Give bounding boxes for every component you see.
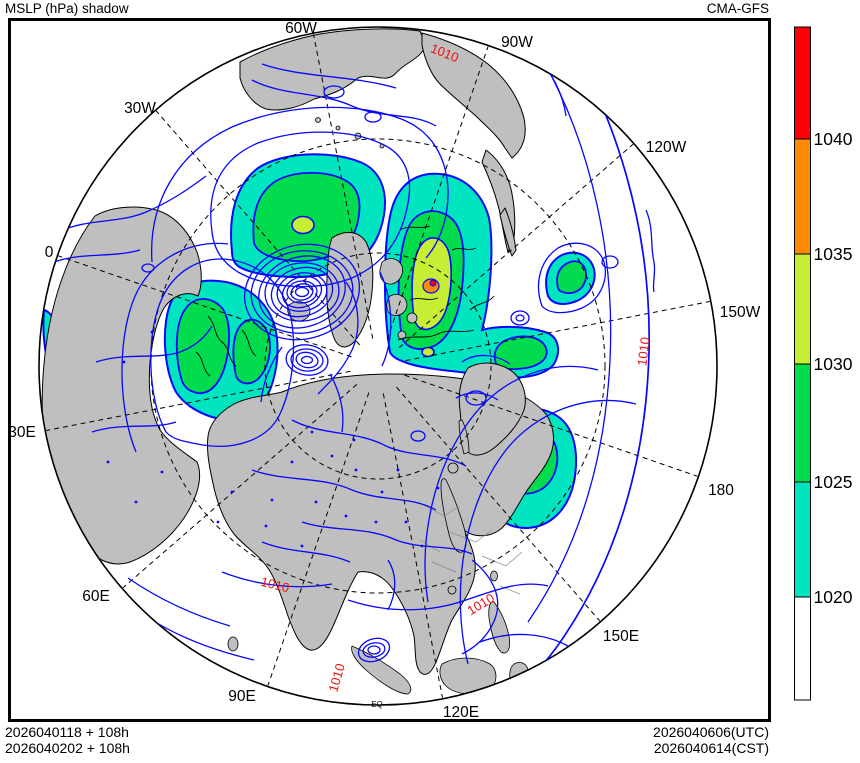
colorbar-segment [794,481,811,598]
model-name: CMA-GFS [707,1,769,16]
shade-1040-core [429,279,437,287]
landmass-japan [440,478,467,553]
init-time-utc: 2026040118 + 108h [5,724,129,740]
colorbar-tick-1030: 1030 [814,354,853,374]
lon-label-180: 180 [708,482,734,499]
map-area: 1010 1010 1010 1010 1010 EQ 0 30W 60W 90… [8,20,761,721]
valid-time-utc: 2026040606(UTC) [653,724,769,740]
equator-circle [38,26,718,706]
colorbar-segment [794,138,811,255]
lon-label-150e: 150E [603,628,639,645]
lon-label-60w: 60W [285,20,317,37]
lon-label-90w: 90W [501,34,533,51]
lon-label-120e: 120E [443,704,479,721]
isobar-contours [53,27,666,703]
lake-dots [106,110,666,548]
colorbar-segment [794,363,811,483]
colorbar-segment [794,26,811,140]
colorbar-tick-1020: 1020 [814,587,853,607]
longitude-labels: 0 30W 60W 90W 120W 150W 180 150E 120E 90… [8,20,761,721]
lon-label-120w: 120W [646,139,687,156]
footer: 2026040118 + 108h 2026040202 + 108h 2026… [5,724,769,756]
colorbar-tick-1025: 1025 [814,472,853,492]
colorbar-segment [794,253,811,365]
lon-label-150w: 150W [720,304,761,321]
figure-title: MSLP (hPa) shadow [5,1,129,16]
polar-low-spiral [243,243,361,376]
colorbar: 1040 1035 1030 1025 1020 [794,26,853,701]
lon-label-0: 0 [45,244,54,261]
colorbar-segment [794,596,811,701]
contour-label-1010: 1010 [634,336,652,367]
equator-label: EQ [371,700,383,709]
colorbar-tick-1040: 1040 [814,129,853,149]
landmass-philippines [488,601,510,654]
lon-label-60e: 60E [82,588,110,605]
lon-label-30w: 30W [124,100,156,117]
landmass-south-america [239,28,427,111]
contour-label-1010: 1010 [259,574,291,596]
init-time-cst: 2026040202 + 108h [5,740,130,756]
colorbar-tick-1035: 1035 [814,244,853,264]
landmass-north-america [421,32,526,159]
lon-label-30e: 30E [8,424,36,441]
graticule [38,26,718,706]
lon-label-90e: 90E [228,688,256,705]
coastlines-in-shading [195,225,495,377]
landmass-kamchatka [458,362,526,456]
valid-time-cst: 2026040614(CST) [654,740,769,756]
isobar-1010-pacific [505,27,650,699]
